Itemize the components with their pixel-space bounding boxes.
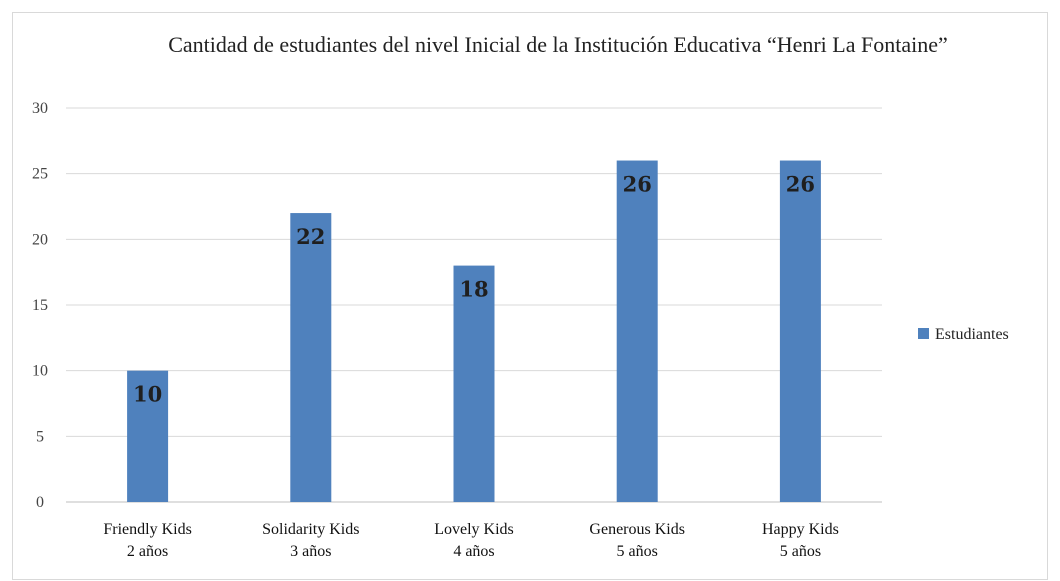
y-tick-label: 20 bbox=[32, 231, 48, 248]
y-tick-label: 0 bbox=[36, 494, 44, 511]
y-tick-label: 5 bbox=[36, 428, 44, 445]
category-sublabel: 3 años bbox=[290, 543, 331, 560]
bar bbox=[127, 370, 169, 502]
y-tick-label: 25 bbox=[32, 166, 48, 183]
category-sublabel: 2 años bbox=[127, 543, 168, 560]
chart-title: Cantidad de estudiantes del nivel Inicia… bbox=[168, 32, 948, 57]
category-label: Solidarity Kids bbox=[262, 521, 359, 538]
category-label: Generous Kids bbox=[589, 521, 685, 538]
data-label: 18 bbox=[459, 277, 488, 302]
category-sublabel: 5 años bbox=[780, 543, 821, 560]
bar bbox=[453, 265, 495, 502]
y-tick-label: 30 bbox=[32, 100, 48, 117]
bar bbox=[779, 160, 821, 503]
y-tick-label: 15 bbox=[32, 297, 48, 314]
legend-swatch bbox=[918, 328, 929, 339]
data-label: 22 bbox=[296, 224, 325, 249]
category-label: Friendly Kids bbox=[103, 521, 191, 538]
category-sublabel: 5 años bbox=[617, 543, 658, 560]
chart-frame bbox=[12, 12, 1048, 580]
bar bbox=[290, 213, 332, 503]
data-label: 26 bbox=[623, 172, 652, 197]
data-label: 26 bbox=[786, 172, 815, 197]
y-tick-label: 10 bbox=[32, 363, 48, 380]
data-label: 10 bbox=[133, 382, 162, 407]
legend-label: Estudiantes bbox=[935, 326, 1009, 343]
bar bbox=[616, 160, 658, 503]
category-sublabel: 4 años bbox=[453, 543, 494, 560]
category-label: Lovely Kids bbox=[434, 521, 514, 538]
category-label: Happy Kids bbox=[762, 521, 839, 538]
